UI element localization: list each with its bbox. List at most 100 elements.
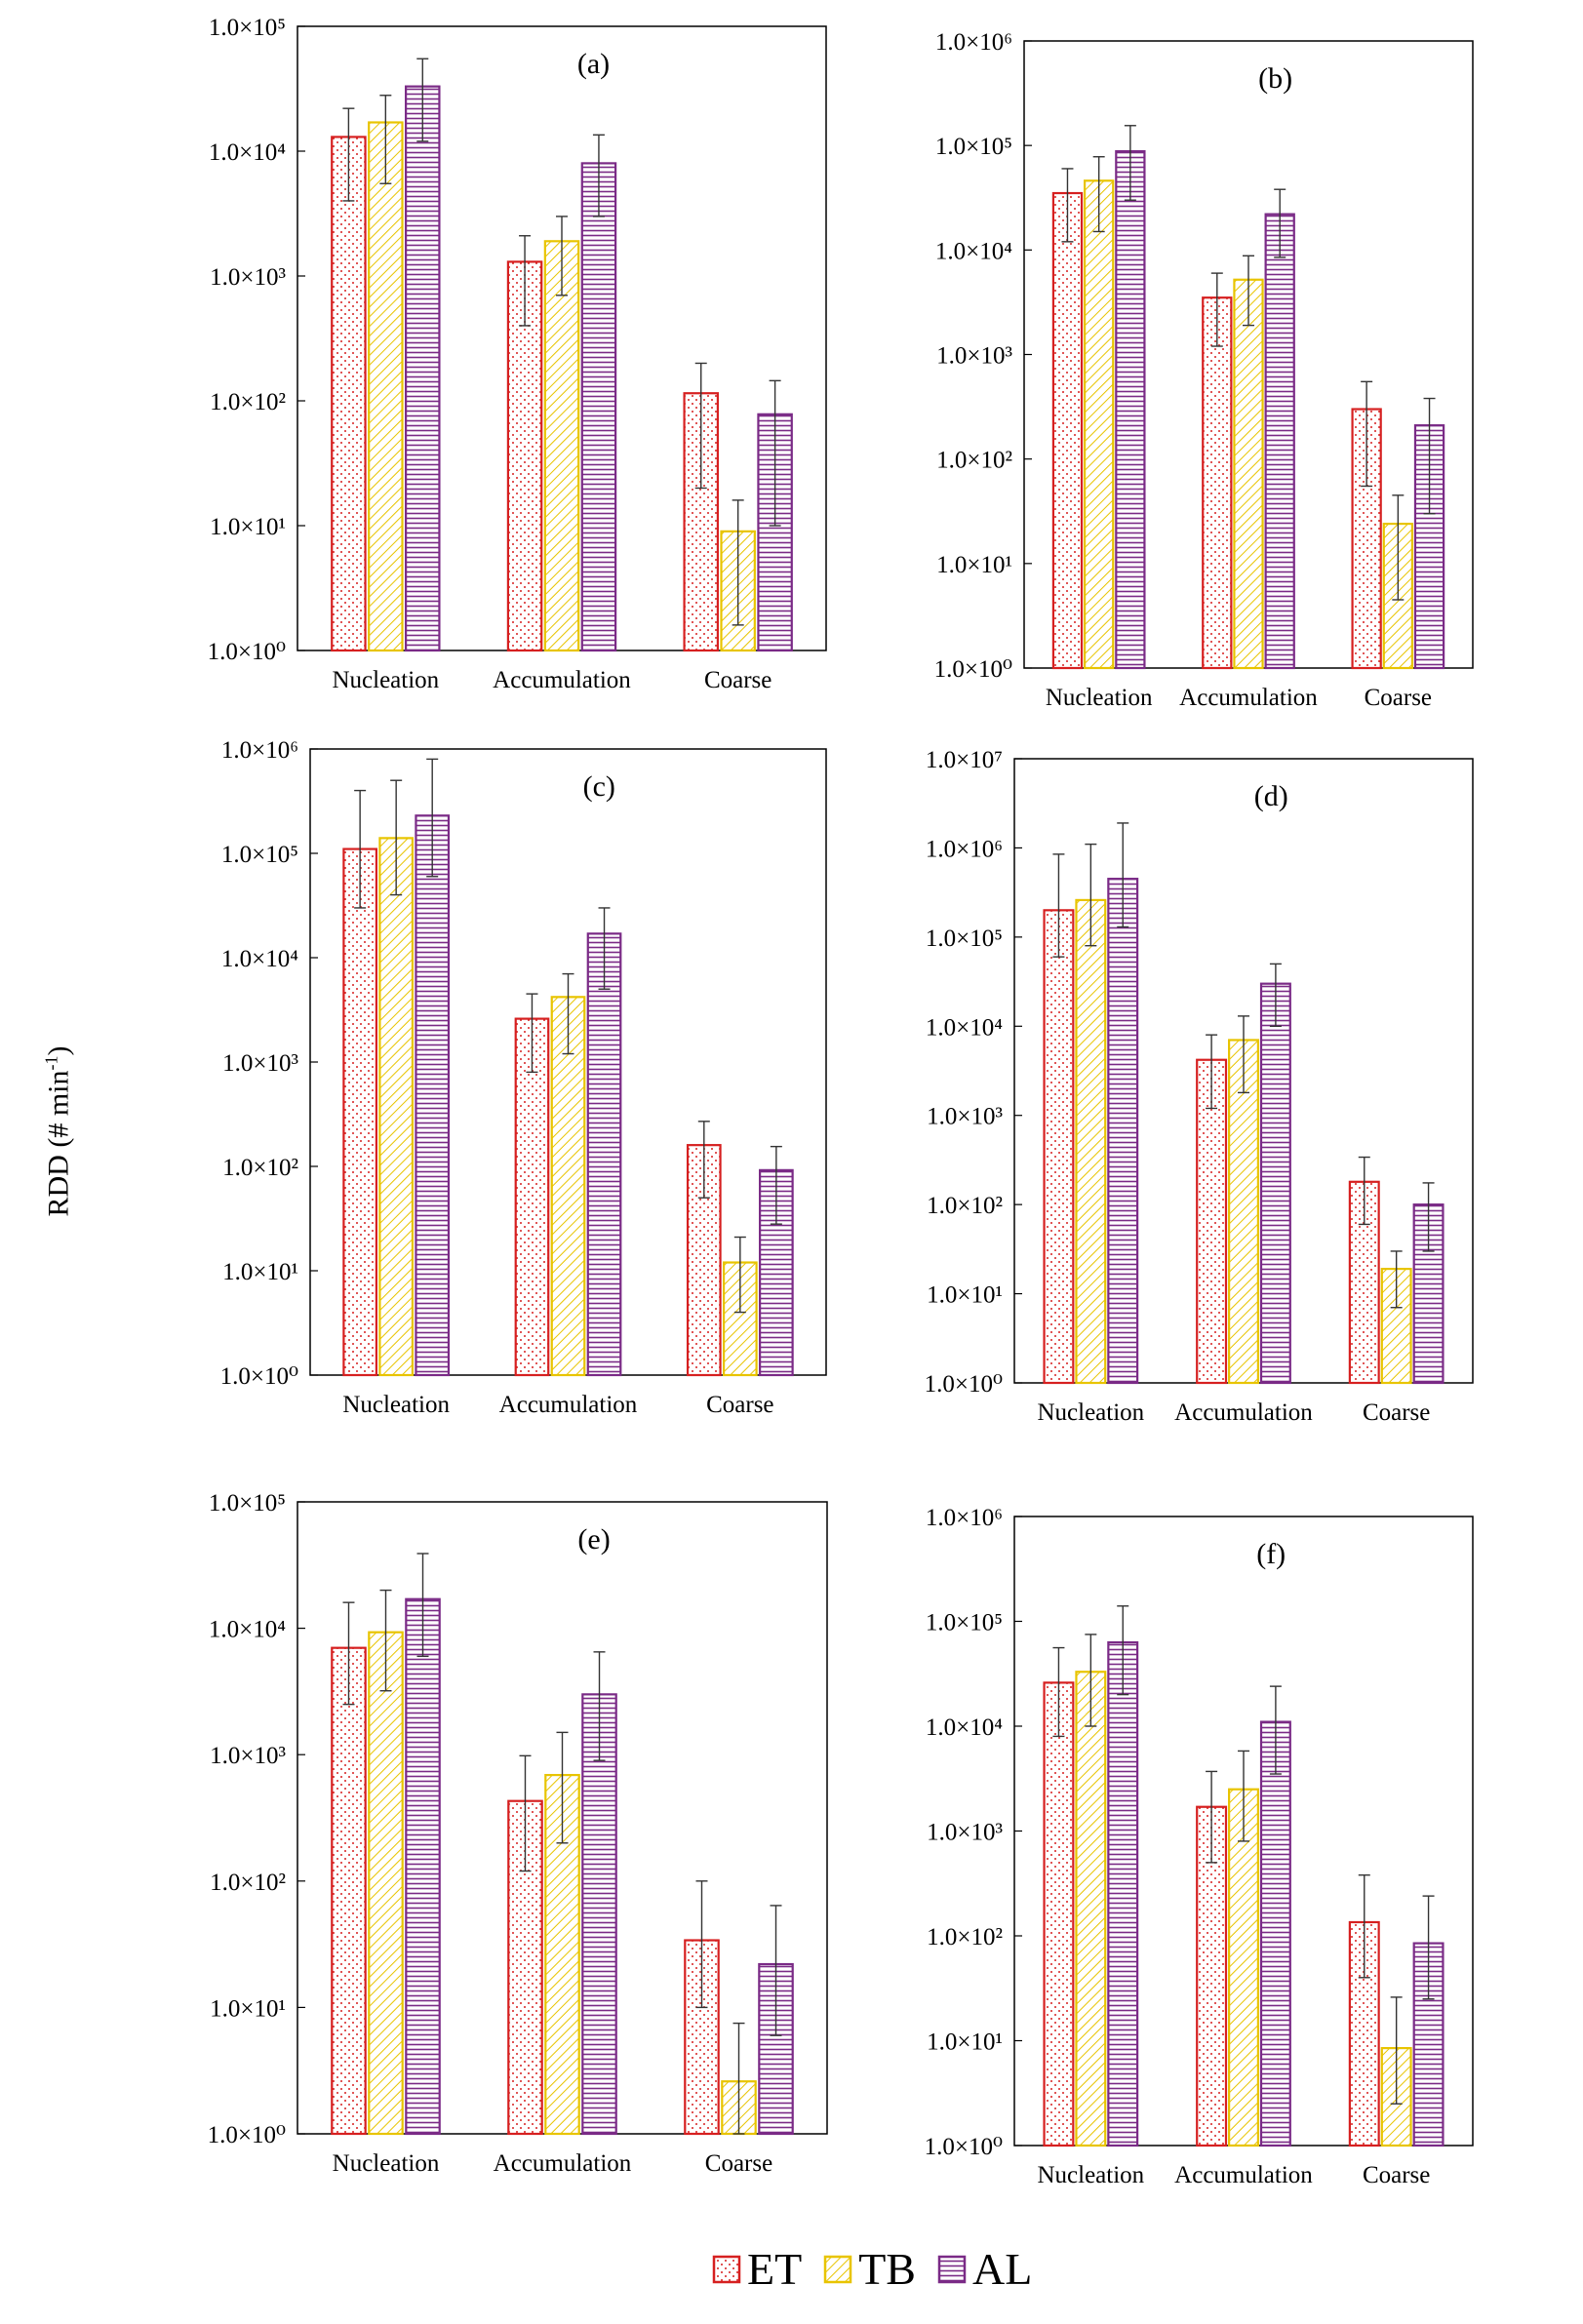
panel-label: (b): [1258, 62, 1292, 95]
y-tick-label: 1.0×10⁵: [221, 842, 298, 868]
y-tick-label: 1.0×10⁶: [926, 1505, 1003, 1531]
y-tick-label: 1.0×10⁵: [209, 1490, 286, 1517]
x-tick-label: Coarse: [1365, 685, 1432, 711]
x-tick-label: Coarse: [1363, 1399, 1430, 1426]
x-tick-label: Coarse: [1363, 2162, 1430, 2188]
bar-tb: [368, 121, 404, 652]
chart-panel-4: 1.0×10⁰ 1.0×10¹ 1.0×10² 1.0×10³ 1.0×10⁴ 1.0×1…: [925, 747, 1474, 1426]
bar-al: [586, 932, 622, 1377]
bar-et: [1051, 191, 1084, 670]
chart-panel-6: 1.0×10⁰ 1.0×10¹ 1.0×10² 1.0×10³ 1.0×10⁴ 1.0×1…: [925, 1505, 1474, 2188]
legend-label-al: AL: [971, 2244, 1033, 2294]
bar-tb: [1075, 898, 1107, 1385]
x-tick-label: Accumulation: [499, 1392, 638, 1418]
y-tick-label: 1.0×10⁰: [208, 639, 286, 665]
y-tick-label: 1.0×10¹: [936, 552, 1012, 578]
legend-swatch-al: [937, 2255, 967, 2283]
panel-label: (a): [577, 48, 610, 80]
y-axis-label: RDD (# min-1): [41, 1045, 75, 1217]
x-tick-label: Coarse: [704, 667, 772, 693]
bar-et: [331, 136, 367, 652]
y-tick-label: 1.0×10⁴: [935, 238, 1012, 264]
x-tick-label: Accumulation: [493, 667, 631, 693]
y-tick-label: 1.0×10⁴: [926, 1714, 1003, 1741]
bar-al: [1413, 424, 1445, 670]
x-tick-label: Nucleation: [1037, 1399, 1144, 1426]
y-tick-label: 1.0×10⁴: [209, 139, 286, 166]
bar-tb: [1228, 1788, 1259, 2147]
bar-et: [1196, 1058, 1228, 1385]
y-tick-label: 1.0×10³: [210, 1743, 286, 1769]
bar-tb: [368, 1631, 404, 2136]
y-tick-label: 1.0×10⁶: [926, 836, 1003, 862]
panel-label: (c): [583, 770, 615, 803]
y-tick-label: 1.0×10²: [210, 1870, 286, 1896]
y-tick-label: 1.0×10¹: [210, 1995, 286, 2022]
x-tick-label: Nucleation: [1046, 685, 1153, 711]
y-tick-label: 1.0×10¹: [222, 1259, 298, 1285]
chart-panel-1: 1.0×10⁰ 1.0×10¹ 1.0×10² 1.0×10³ 1.0×10⁴ 1.0×1…: [208, 15, 827, 693]
legend-swatch-tb: [823, 2255, 852, 2283]
panel-label: (d): [1254, 780, 1288, 812]
bar-et: [1043, 1681, 1075, 2147]
bar-tb: [1075, 1671, 1107, 2147]
bar-tb: [1233, 278, 1264, 670]
y-axis-label-wrap: RDD (# min-1): [10, 1034, 107, 1229]
y-tick-label: 1.0×10²: [210, 389, 286, 415]
bar-al: [1107, 878, 1139, 1385]
legend-item-et: ET: [712, 2243, 802, 2295]
legend: ET TB AL: [712, 2243, 1053, 2295]
y-tick-label: 1.0×10⁰: [925, 2134, 1003, 2160]
x-tick-label: Nucleation: [342, 1392, 450, 1418]
bar-al: [1259, 982, 1291, 1385]
bar-al: [1259, 1720, 1291, 2147]
x-tick-label: Accumulation: [1174, 1399, 1313, 1426]
y-tick-label: 1.0×10³: [936, 343, 1012, 370]
bar-al: [405, 1597, 441, 2136]
x-tick-label: Nucleation: [332, 667, 439, 693]
x-tick-label: Coarse: [705, 2150, 772, 2177]
y-tick-label: 1.0×10⁶: [935, 29, 1012, 56]
y-tick-label: 1.0×10²: [222, 1155, 298, 1181]
legend-swatch-et: [712, 2255, 741, 2283]
x-tick-label: Nucleation: [1037, 2162, 1144, 2188]
y-tick-label: 1.0×10⁴: [926, 1014, 1003, 1041]
bar-al: [580, 162, 617, 652]
chart-panel-2: 1.0×10⁰ 1.0×10¹ 1.0×10² 1.0×10³ 1.0×10⁴ 1.0×1…: [934, 29, 1474, 711]
y-tick-label: 1.0×10³: [210, 264, 286, 291]
x-tick-label: Accumulation: [1179, 685, 1318, 711]
bar-al: [1264, 213, 1295, 670]
legend-label-tb: TB: [858, 2244, 916, 2294]
bar-al: [1107, 1640, 1139, 2147]
chart-panel-5: 1.0×10⁰ 1.0×10¹ 1.0×10² 1.0×10³ 1.0×10⁴ 1.0×1…: [208, 1490, 828, 2177]
y-tick-label: 1.0×10¹: [927, 1282, 1003, 1309]
bar-et: [1196, 1805, 1228, 2147]
x-tick-label: Coarse: [706, 1392, 773, 1418]
y-tick-label: 1.0×10⁴: [221, 946, 298, 972]
y-tick-label: 1.0×10¹: [927, 2029, 1003, 2056]
y-tick-label: 1.0×10⁰: [925, 1371, 1003, 1398]
bar-tb: [1083, 179, 1115, 670]
x-tick-label: Accumulation: [494, 2150, 632, 2177]
bar-tb: [543, 240, 580, 652]
y-tick-label: 1.0×10²: [927, 1193, 1003, 1219]
y-tick-label: 1.0×10⁵: [209, 15, 286, 41]
bar-al: [1115, 150, 1146, 670]
y-tick-label: 1.0×10⁵: [926, 1610, 1003, 1636]
legend-item-tb: TB: [823, 2243, 916, 2295]
y-tick-label: 1.0×10⁰: [208, 2122, 286, 2148]
y-tick-label: 1.0×10⁰: [220, 1363, 298, 1390]
y-tick-label: 1.0×10⁷: [926, 747, 1003, 773]
bar-al: [415, 814, 451, 1377]
panel-label: (e): [577, 1523, 610, 1556]
bar-et: [1043, 909, 1075, 1385]
y-tick-label: 1.0×10³: [927, 1820, 1003, 1846]
y-tick-label: 1.0×10¹: [210, 514, 286, 540]
bar-al: [405, 85, 441, 652]
panel-label: (f): [1256, 1538, 1286, 1570]
legend-label-et: ET: [747, 2244, 803, 2294]
y-tick-label: 1.0×10²: [936, 448, 1012, 474]
y-tick-label: 1.0×10³: [222, 1050, 298, 1077]
y-tick-label: 1.0×10³: [927, 1104, 1003, 1130]
